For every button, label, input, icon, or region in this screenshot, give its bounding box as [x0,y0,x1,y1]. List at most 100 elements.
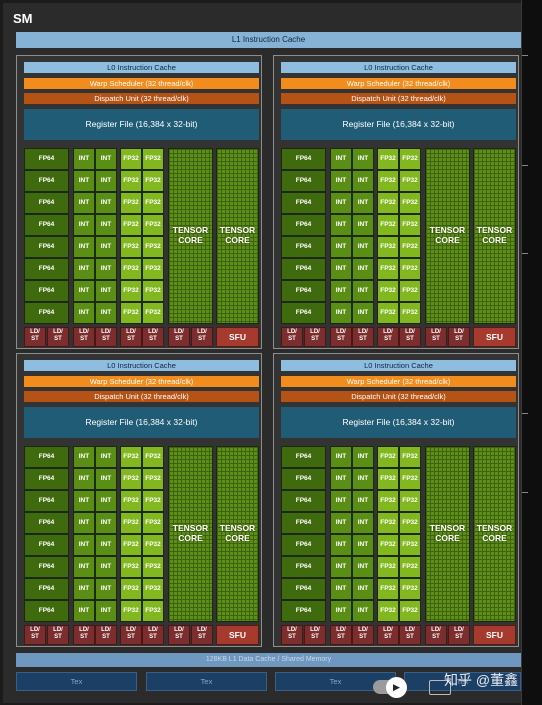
ldst-unit: LD/ST [142,327,164,347]
fp32-unit: FP32 [377,534,399,556]
fp64-unit: FP64 [281,280,326,302]
int-unit: INT [95,214,117,236]
int-unit: INT [330,468,352,490]
fp32-unit: FP32 [377,148,399,170]
tensor-core-label: TENSOR CORE [429,225,466,245]
fp32-unit: FP32 [142,214,164,236]
int-unit: INT [352,214,374,236]
register-file: Register File (16,384 x 32-bit) [281,109,516,140]
int-unit: INT [352,512,374,534]
ldst-unit: LD/ST [191,327,213,347]
fp32-unit: FP32 [399,490,421,512]
warp-scheduler: Warp Scheduler (32 thread/clk) [24,78,259,89]
fp32-unit: FP32 [142,490,164,512]
fp64-unit: FP64 [281,170,326,192]
sfu-unit: SFU [473,625,516,645]
tex-unit-1: Tex [16,672,137,691]
fp32-unit: FP32 [377,302,399,324]
fp64-unit: FP64 [24,258,69,280]
fp64-unit: FP64 [281,148,326,170]
fp32-unit: FP32 [399,578,421,600]
fp32-unit: FP32 [120,236,142,258]
fp32-unit: FP32 [142,578,164,600]
int-unit: INT [352,170,374,192]
ldst-unit: LD/ST [399,327,421,347]
fp32-unit: FP32 [399,468,421,490]
int-unit: INT [330,236,352,258]
int-unit: INT [73,446,95,468]
ldst-unit: LD/ST [281,625,303,645]
int-unit: INT [330,170,352,192]
fp32-unit: FP32 [142,302,164,324]
ldst-unit: LD/ST [47,327,69,347]
subtitles-icon[interactable] [429,680,451,695]
fp32-unit: FP32 [120,556,142,578]
int-unit: INT [330,446,352,468]
int-unit: INT [352,446,374,468]
ldst-unit: LD/ST [120,327,142,347]
warp-scheduler: Warp Scheduler (32 thread/clk) [281,376,516,387]
fp64-unit: FP64 [281,468,326,490]
ldst-unit: LD/ST [330,625,352,645]
fp32-unit: FP32 [399,446,421,468]
fp32-unit: FP32 [120,258,142,280]
tensor-core: TENSOR CORE [216,148,259,324]
int-unit: INT [352,556,374,578]
fp32-unit: FP32 [142,258,164,280]
int-unit: INT [73,600,95,622]
tex-unit-2: Tex [146,672,267,691]
fp32-unit: FP32 [399,534,421,556]
fp32-unit: FP32 [377,512,399,534]
fp32-unit: FP32 [377,490,399,512]
l0-instruction-cache: L0 Instruction Cache [281,360,516,371]
fp32-unit: FP32 [399,512,421,534]
int-unit: INT [352,490,374,512]
fp64-unit: FP64 [24,490,69,512]
int-unit: INT [330,192,352,214]
register-file: Register File (16,384 x 32-bit) [24,407,259,438]
tensor-core: TENSOR CORE [425,446,470,622]
int-unit: INT [352,534,374,556]
tensor-core-label: TENSOR CORE [172,523,209,543]
processing-block: L0 Instruction Cache Warp Scheduler (32 t… [273,55,519,349]
int-unit: INT [95,170,117,192]
ldst-unit: LD/ST [47,625,69,645]
ldst-unit: LD/ST [168,625,190,645]
fp32-unit: FP32 [377,258,399,280]
tensor-core-label: TENSOR CORE [172,225,209,245]
fp64-unit: FP64 [24,192,69,214]
int-unit: INT [73,236,95,258]
tensor-core: TENSOR CORE [425,148,470,324]
fp64-unit: FP64 [24,214,69,236]
fp32-unit: FP32 [120,148,142,170]
ldst-unit: LD/ST [191,625,213,645]
fp32-unit: FP32 [399,258,421,280]
int-unit: INT [73,556,95,578]
fp32-unit: FP32 [120,170,142,192]
fp32-unit: FP32 [120,534,142,556]
tensor-core-label: TENSOR CORE [476,523,513,543]
fp64-unit: FP64 [281,236,326,258]
play-icon[interactable]: ▶ [386,677,407,698]
l1-instruction-cache: L1 Instruction Cache [16,32,521,48]
int-unit: INT [73,170,95,192]
fp32-unit: FP32 [377,214,399,236]
int-unit: INT [95,490,117,512]
ldst-unit: LD/ST [448,625,470,645]
int-unit: INT [73,468,95,490]
ldst-unit: LD/ST [24,327,46,347]
int-unit: INT [95,192,117,214]
fp32-unit: FP32 [142,148,164,170]
fp32-unit: FP32 [399,214,421,236]
tensor-core: TENSOR CORE [168,446,213,622]
processing-block: L0 Instruction Cache Warp Scheduler (32 t… [16,353,262,647]
fp32-unit: FP32 [142,556,164,578]
fp64-unit: FP64 [281,534,326,556]
fp64-unit: FP64 [281,556,326,578]
fp64-unit: FP64 [24,170,69,192]
l0-instruction-cache: L0 Instruction Cache [281,62,516,73]
int-unit: INT [73,280,95,302]
fp32-unit: FP32 [377,468,399,490]
ldst-unit: LD/ST [281,327,303,347]
side-tick [522,55,528,56]
